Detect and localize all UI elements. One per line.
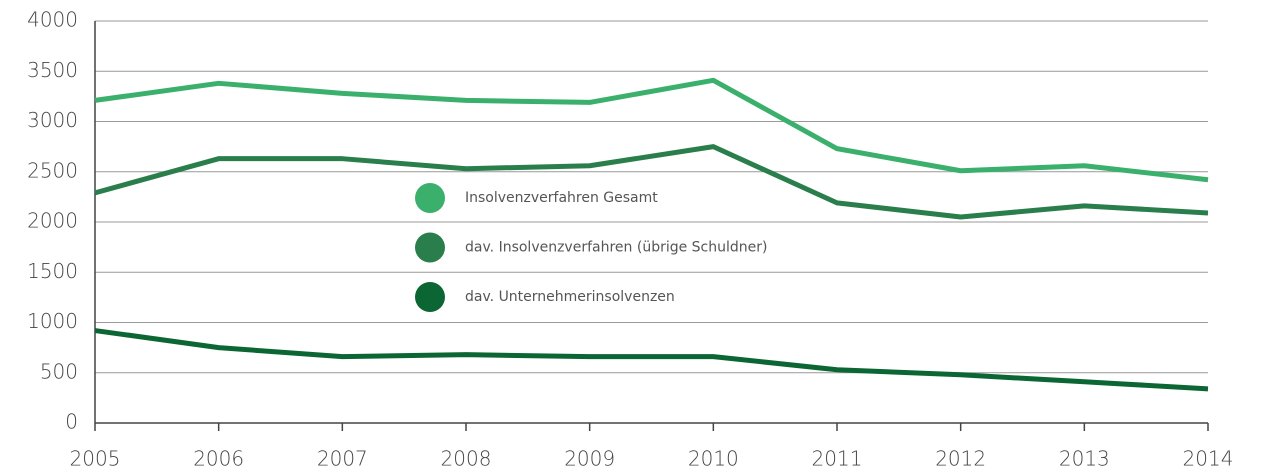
y-tick-label: 2000 (27, 209, 78, 233)
x-tick-label: 2014 (1183, 447, 1234, 470)
series-line (94, 144, 1209, 220)
series-line (94, 328, 1209, 392)
x-tick-label: 2005 (70, 447, 121, 470)
x-tick-label: 2009 (564, 447, 615, 470)
legend-swatch (415, 282, 445, 312)
x-tick-label: 2006 (193, 447, 244, 470)
y-tick-label: 3500 (27, 58, 78, 82)
y-tick-label: 3000 (27, 108, 78, 132)
legend-label: dav. Insolvenzverfahren (übrige Schuldne… (465, 240, 767, 256)
y-tick-label: 2500 (27, 158, 78, 182)
series-line (94, 77, 1209, 183)
y-tick-label: 4000 (27, 8, 78, 32)
x-tick-label: 2012 (935, 447, 986, 470)
legend-swatch (415, 183, 445, 213)
x-tick-label: 2008 (441, 447, 492, 470)
y-tick-label: 500 (40, 359, 78, 383)
legend-label: dav. Unternehmerinsolvenzen (465, 289, 675, 305)
x-tick-label: 2011 (812, 447, 863, 470)
x-tick-label: 2013 (1059, 447, 1110, 470)
x-tick-label: 2010 (688, 447, 739, 470)
legend-swatch (415, 232, 445, 263)
y-tick-label: 1500 (27, 259, 78, 283)
y-tick-label: 1000 (27, 309, 78, 333)
legend-label: Insolvenzverfahren Gesamt (465, 190, 658, 206)
y-tick-label: 0 (65, 410, 78, 434)
x-tick-label: 2007 (317, 447, 368, 470)
